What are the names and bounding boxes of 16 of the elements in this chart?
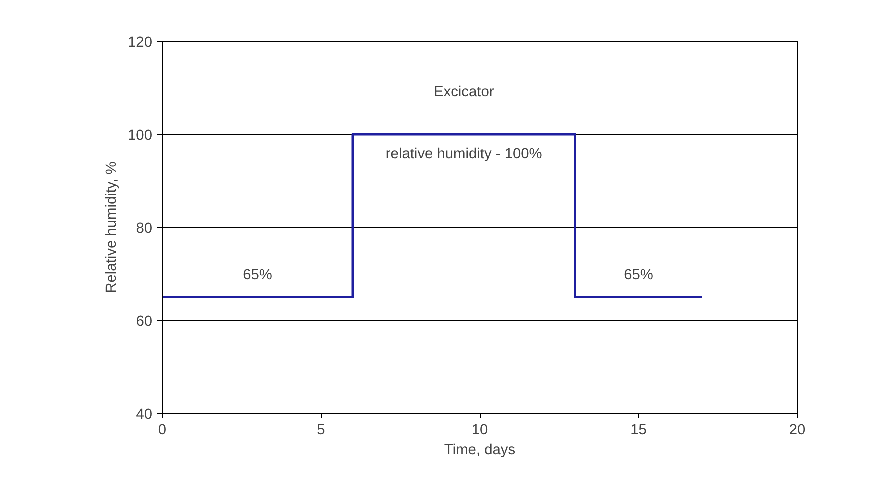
annotation: Excicator: [434, 84, 494, 100]
y-tick-label: 80: [136, 221, 153, 237]
y-tick-label: 60: [136, 314, 153, 330]
x-tick-label: 15: [630, 422, 647, 438]
annotation: relative humidity - 100%: [386, 146, 542, 162]
annotation: 65%: [243, 267, 272, 284]
x-tick-label: 0: [158, 422, 167, 438]
x-tick-label: 5: [317, 422, 326, 438]
annotation: 65%: [624, 267, 654, 284]
x-tick-label: 20: [789, 422, 806, 438]
y-tick-label: 120: [128, 35, 153, 51]
x-tick-label: 10: [472, 422, 488, 438]
x-axis-title: Time, days: [444, 442, 516, 458]
y-tick-label: 40: [136, 407, 153, 423]
y-tick-label: 100: [128, 128, 153, 144]
y-axis-title: Relative humidity, %: [104, 162, 120, 294]
